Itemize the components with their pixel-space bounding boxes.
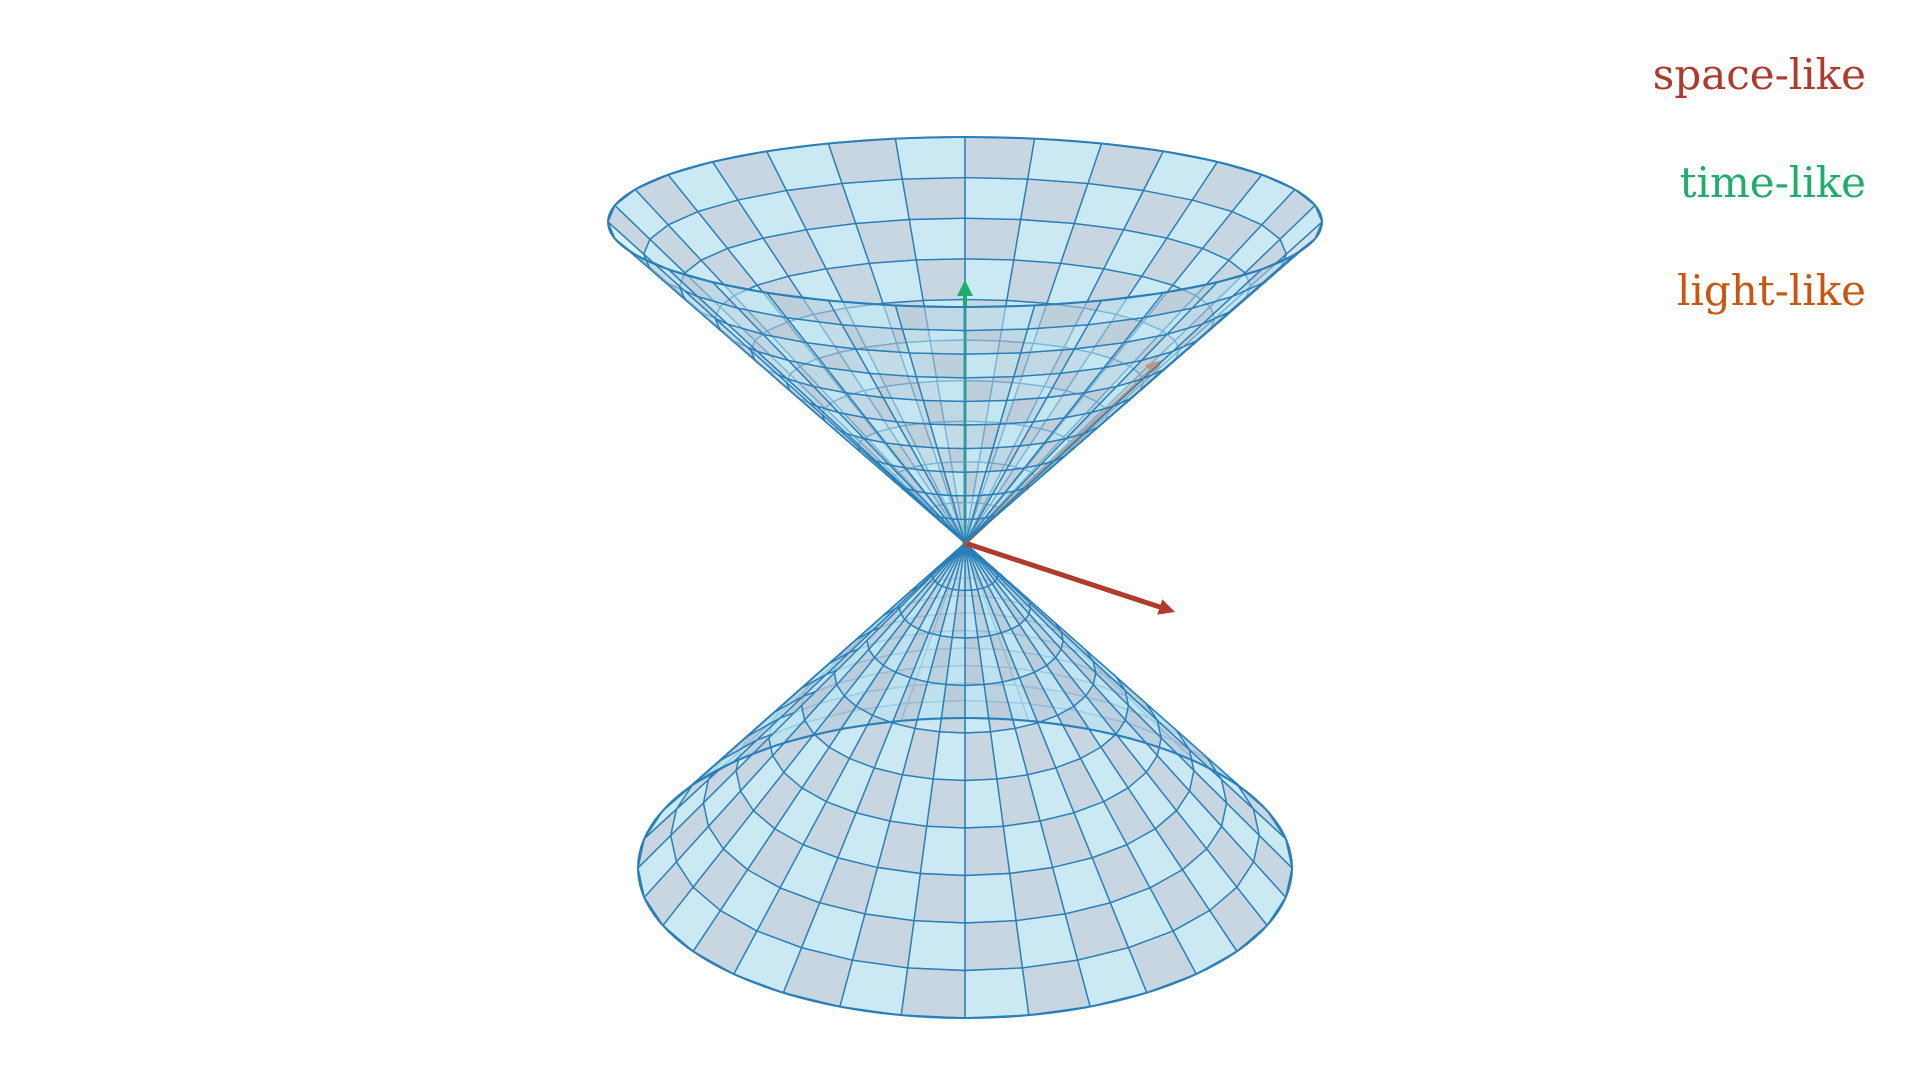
cone-mesh-cell: [964, 967, 1030, 1019]
cone-mesh-cell: [915, 258, 966, 302]
cone-mesh-cell: [964, 352, 1022, 379]
past-light-cone: [637, 542, 1293, 1019]
cone-mesh-cell: [964, 778, 1004, 829]
cone-mesh-cell: [915, 376, 966, 403]
cone-mesh-cell: [919, 825, 966, 877]
cone-mesh-cell: [908, 217, 966, 261]
space-like-arrow-shaft: [962, 540, 1163, 610]
cone-mesh-cell: [894, 304, 966, 332]
cone-mesh-cell: [901, 176, 966, 221]
space-like-vector: [962, 540, 1175, 615]
cone-mesh-cell: [906, 920, 966, 972]
future-cone-rim: [607, 136, 1323, 308]
cone-mesh-cell: [964, 328, 1029, 355]
cone-mesh-cell: [964, 136, 1036, 180]
legend-light-like: light-like: [1676, 266, 1866, 315]
cone-mesh-cell: [913, 872, 966, 924]
cone-mesh-cell: [827, 137, 903, 185]
past-cone-rim: [637, 717, 1293, 1019]
cone-mesh-cell: [964, 399, 1008, 426]
cone-mesh-cell: [964, 920, 1024, 972]
cone-mesh-cell: [901, 328, 966, 355]
future-light-cone-front: [607, 136, 1323, 544]
cone-mesh-cell: [894, 136, 966, 180]
cone-mesh-cell: [964, 304, 1036, 332]
cone-mesh-cell: [964, 731, 998, 782]
cone-mesh-cell: [908, 352, 966, 379]
cone-mesh-cell: [964, 872, 1017, 924]
legend-space-like: space-like: [1652, 50, 1866, 99]
cone-mesh-cell: [964, 217, 1022, 261]
cone-mesh-cell: [900, 967, 966, 1019]
time-like-arrow-head: [957, 280, 973, 296]
legend-time-like: time-like: [1679, 158, 1866, 207]
cone-mesh-cell: [964, 376, 1015, 403]
space-like-arrow-head: [1157, 599, 1175, 615]
cone-mesh-cell: [964, 176, 1029, 221]
cone-mesh-cell: [964, 825, 1011, 877]
cone-mesh-cell: [1021, 959, 1091, 1016]
cone-mesh-cell: [964, 258, 1015, 302]
legend: space-like time-like light-like: [1653, 54, 1866, 378]
